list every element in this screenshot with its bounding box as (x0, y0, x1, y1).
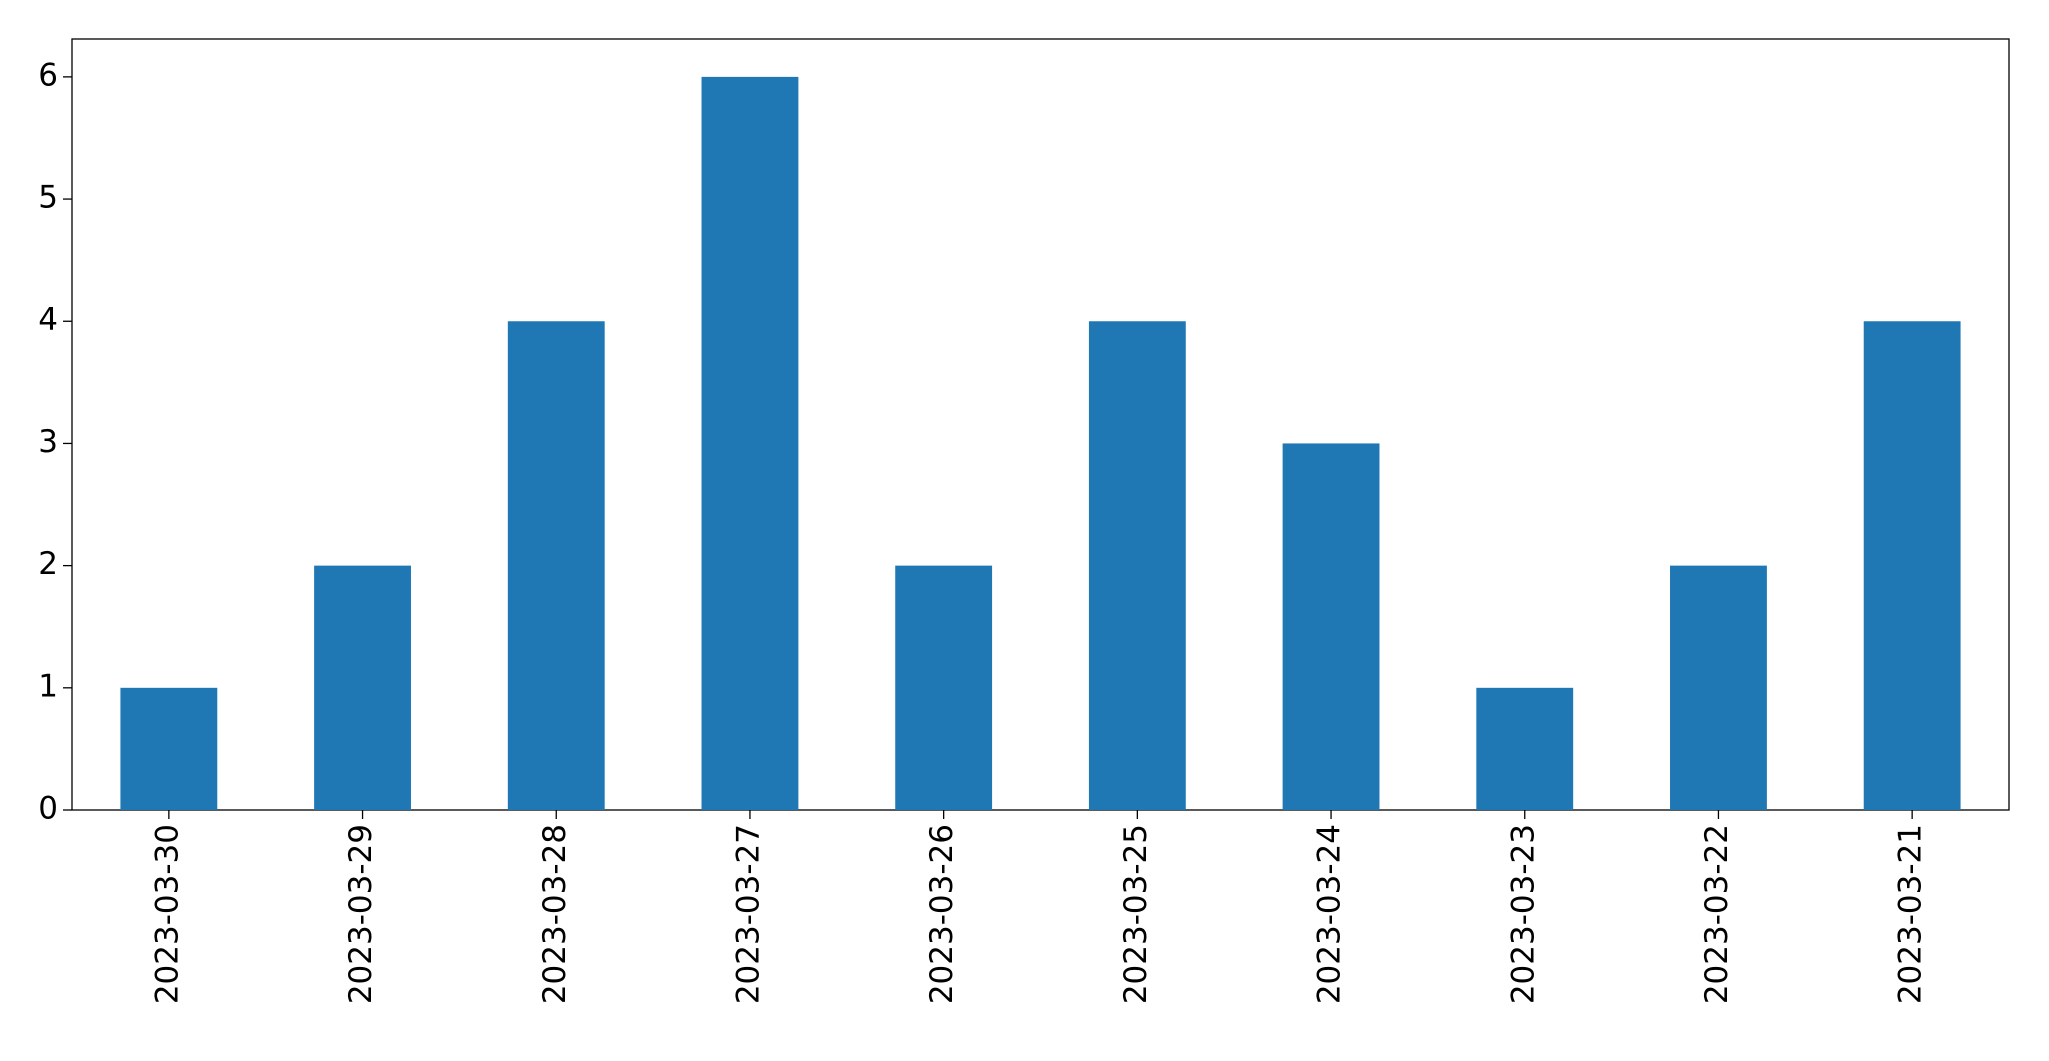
y-tick-label: 2 (38, 546, 58, 582)
y-tick-label: 0 (38, 791, 58, 827)
x-tick-label: 2023-03-23 (1505, 824, 1541, 1004)
x-tick-label: 2023-03-27 (730, 824, 766, 1004)
y-tick-label: 5 (38, 180, 58, 216)
bar (507, 321, 605, 810)
x-tick-label: 2023-03-22 (1699, 824, 1735, 1004)
bar (1282, 443, 1380, 810)
bar (1088, 321, 1186, 810)
x-tick-label: 2023-03-30 (149, 824, 185, 1004)
y-tick-label: 3 (38, 424, 58, 460)
x-tick-label: 2023-03-24 (1312, 824, 1348, 1004)
bar (1670, 565, 1767, 810)
bar (1863, 321, 1961, 810)
x-tick-label: 2023-03-29 (343, 824, 379, 1004)
y-tick-label: 4 (38, 302, 58, 338)
plot-frame (71, 38, 2010, 811)
x-tick-label: 2023-03-21 (1893, 824, 1929, 1004)
x-tick-label: 2023-03-28 (537, 824, 573, 1004)
bar (701, 76, 799, 810)
bar (120, 687, 218, 810)
x-tick-label: 2023-03-25 (1118, 824, 1154, 1004)
bar (314, 565, 411, 810)
bar (1476, 687, 1574, 810)
y-tick-label: 6 (38, 57, 58, 93)
x-tick-label: 2023-03-26 (924, 824, 960, 1004)
y-tick-label: 1 (38, 668, 58, 704)
bar (895, 565, 993, 810)
